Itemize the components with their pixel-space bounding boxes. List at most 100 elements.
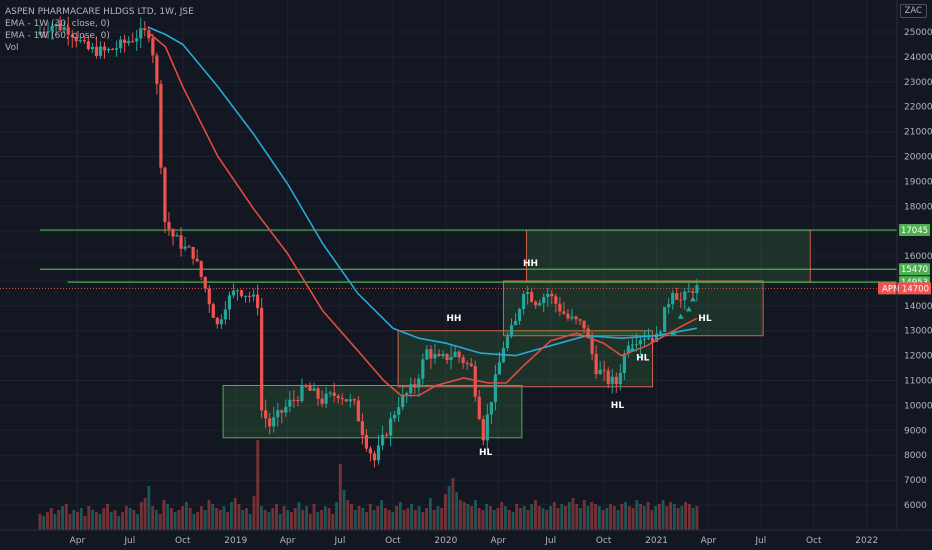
- volume-bar: [237, 504, 241, 530]
- volume-bar: [368, 504, 372, 530]
- candle-body: [235, 290, 240, 292]
- candle-body: [62, 27, 66, 31]
- volume-bar: [308, 514, 312, 530]
- volume-bar: [211, 504, 215, 530]
- candle-body: [469, 363, 473, 367]
- volume-bar: [245, 508, 248, 530]
- volume-bar: [492, 510, 496, 530]
- candle-body: [243, 295, 248, 297]
- candle-body: [191, 246, 195, 259]
- candle-body: [256, 294, 260, 309]
- candle-body: [123, 39, 127, 44]
- pattern-label: HL: [479, 448, 493, 458]
- buy-signal-marker: [677, 313, 684, 319]
- y-tick-label: 14000: [904, 302, 932, 312]
- y-tick-label: 24000: [904, 53, 932, 63]
- volume-bar: [519, 508, 522, 530]
- volume-bar: [72, 510, 76, 530]
- currency-label[interactable]: ZAC: [899, 4, 927, 18]
- volume-bar: [571, 498, 575, 530]
- volume-bar: [556, 508, 560, 530]
- volume-bar: [657, 504, 661, 530]
- candle-body: [340, 398, 344, 400]
- volume-bar: [624, 502, 627, 530]
- volume-bar: [151, 506, 155, 530]
- x-tick-label: 2020: [434, 536, 457, 546]
- volume-bar: [147, 486, 151, 530]
- volume-bar: [684, 502, 688, 530]
- volume-bar: [594, 504, 597, 530]
- volume-bar: [425, 508, 429, 530]
- candle-body: [227, 295, 232, 310]
- volume-bar: [526, 510, 530, 530]
- candle-body: [530, 292, 534, 302]
- volume-bar: [297, 502, 301, 530]
- candle-body: [332, 392, 336, 396]
- y-tick-label: 12000: [904, 352, 932, 362]
- volume-bar: [481, 510, 485, 530]
- candle-body: [58, 24, 62, 31]
- candle-body: [695, 285, 699, 294]
- candle-body: [586, 328, 590, 338]
- volume-bar: [500, 502, 504, 530]
- x-tick-label: Apr: [490, 536, 506, 546]
- volume-bar: [166, 504, 170, 530]
- buy-signal-marker: [670, 329, 677, 335]
- y-tick-label: 16000: [904, 252, 932, 262]
- volume-bar: [335, 502, 338, 530]
- candle-body: [143, 28, 147, 31]
- volume-bar: [263, 510, 267, 530]
- volume-bar: [635, 500, 639, 530]
- buy-signal-marker: [629, 346, 636, 352]
- candle-body: [352, 399, 356, 401]
- volume-bar: [49, 508, 53, 530]
- candle-body: [534, 301, 538, 306]
- volume-bar: [226, 512, 230, 530]
- candle-body: [159, 83, 163, 168]
- volume-bar: [154, 510, 158, 530]
- volume-bar: [275, 504, 278, 530]
- volume-bar: [260, 506, 263, 530]
- volume-bar: [353, 510, 357, 530]
- candle-body: [522, 293, 526, 310]
- volume-bar: [545, 510, 549, 530]
- pattern-label: HL: [636, 354, 650, 364]
- candle-body: [276, 410, 280, 418]
- candle-body: [687, 291, 691, 293]
- current-price-label: 14700: [902, 284, 929, 294]
- volume-bar: [282, 506, 286, 530]
- candle-body: [239, 290, 244, 297]
- candle-body: [493, 374, 497, 403]
- volume-bar: [398, 502, 402, 530]
- candle-body: [147, 30, 151, 39]
- candle-body: [296, 399, 300, 402]
- volume-bar: [672, 504, 676, 530]
- candle-body: [405, 393, 409, 395]
- candle-body: [139, 28, 143, 39]
- volume-bar: [301, 510, 305, 530]
- candle-body: [131, 41, 135, 43]
- volume-bar: [372, 510, 376, 530]
- candle-body: [630, 344, 635, 346]
- candle-body: [578, 319, 582, 321]
- y-tick-label: 23000: [904, 78, 932, 88]
- candle-body: [691, 291, 695, 294]
- volume-bar: [290, 512, 293, 530]
- volume-bar: [669, 502, 673, 530]
- current-price-tag-bg: [878, 282, 931, 295]
- candle-body: [481, 419, 485, 441]
- volume-bar: [218, 510, 222, 530]
- candle-body: [574, 316, 578, 320]
- volume-bar: [511, 512, 515, 530]
- volume-bar: [612, 506, 616, 530]
- candle-body: [663, 307, 667, 332]
- candle-body: [650, 337, 655, 342]
- volume-bar: [436, 506, 440, 530]
- candle-body: [328, 392, 332, 394]
- candle-body: [260, 308, 264, 411]
- volume-bar: [473, 500, 477, 530]
- candle-body: [268, 418, 272, 427]
- volume-bar: [136, 514, 140, 530]
- candle-body: [368, 448, 373, 454]
